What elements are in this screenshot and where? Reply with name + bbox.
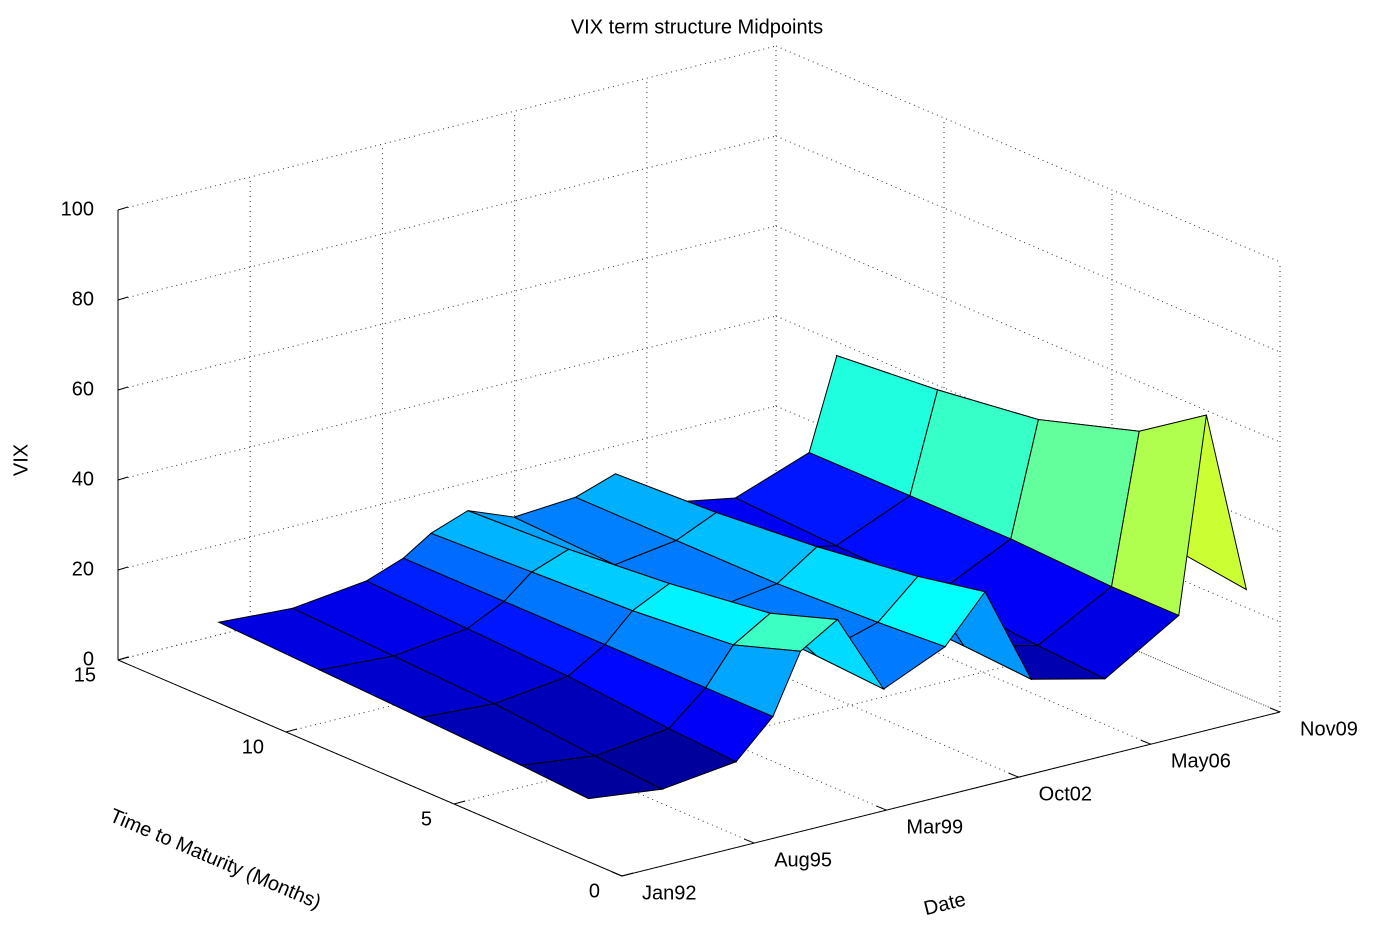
y-tick-label: 15 bbox=[74, 664, 96, 686]
grid-line bbox=[453, 639, 1113, 805]
grid-line bbox=[117, 225, 777, 391]
z-tick bbox=[117, 476, 129, 481]
x-tick-label: May06 bbox=[1171, 750, 1231, 772]
x-tick-label: Mar99 bbox=[906, 816, 963, 838]
z-tick-label: 40 bbox=[72, 468, 94, 490]
x-tick bbox=[876, 805, 887, 811]
z-tick bbox=[117, 296, 129, 301]
x-tick bbox=[1269, 707, 1281, 713]
x-tick-label: Nov09 bbox=[1300, 718, 1358, 740]
x-tick bbox=[1008, 772, 1019, 778]
y-tick bbox=[453, 800, 466, 805]
z-tick-label: 100 bbox=[61, 198, 94, 220]
z-tick-label: 20 bbox=[72, 558, 94, 580]
y-tick bbox=[285, 728, 298, 733]
grid-line bbox=[117, 45, 777, 211]
y-axis bbox=[117, 659, 623, 877]
grid-line bbox=[117, 405, 777, 571]
surface-face bbox=[519, 755, 664, 800]
z-tick bbox=[117, 206, 129, 211]
grid-line bbox=[117, 135, 777, 301]
x-axis bbox=[621, 711, 1281, 877]
y-tick-label: 10 bbox=[242, 736, 264, 758]
chart-title: VIX term structure Midpoints bbox=[571, 16, 823, 38]
z-tick-label: 0 bbox=[83, 648, 94, 670]
x-tick bbox=[744, 838, 755, 844]
y-tick-label: 5 bbox=[421, 808, 432, 830]
x-tick-label: Oct02 bbox=[1039, 783, 1092, 805]
z-tick-label: 80 bbox=[72, 288, 94, 310]
z-axis-label: VIX bbox=[10, 444, 32, 476]
y-tick-label: 0 bbox=[589, 880, 600, 902]
x-tick-label: Jan92 bbox=[642, 882, 697, 904]
z-tick bbox=[117, 386, 129, 391]
grid-line bbox=[117, 315, 777, 481]
z-tick-label: 60 bbox=[72, 378, 94, 400]
x-tick bbox=[1140, 739, 1152, 745]
y-tick bbox=[117, 656, 130, 661]
z-tick bbox=[117, 566, 129, 571]
x-tick-label: Aug95 bbox=[774, 849, 832, 871]
